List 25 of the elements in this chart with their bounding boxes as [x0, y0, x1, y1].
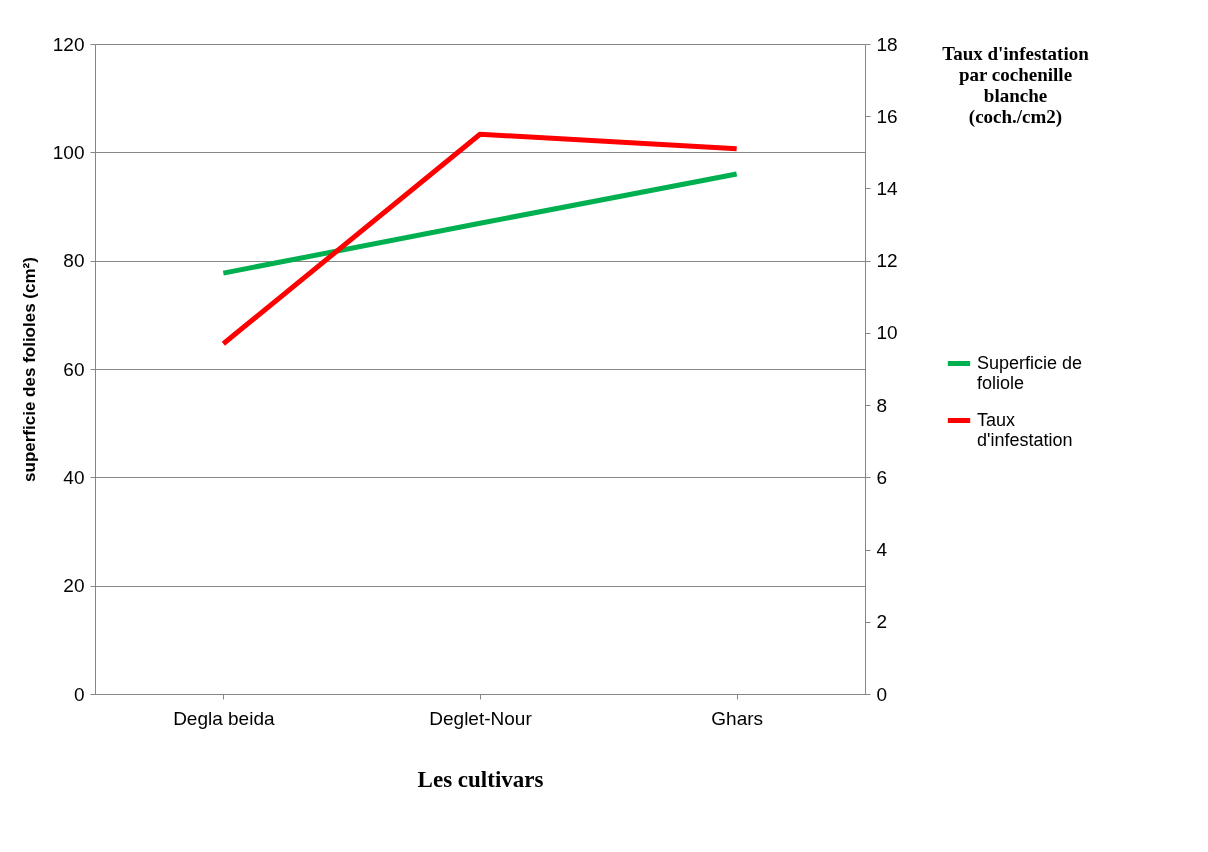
- y-tick-label: 100: [52, 141, 85, 163]
- y2-tick-label: 12: [876, 250, 898, 272]
- y2-tick-label: 2: [876, 611, 888, 633]
- y-tick-label: 0: [73, 683, 85, 705]
- y2-tick-label: 0: [876, 683, 888, 705]
- y2-tick-label: 4: [876, 539, 888, 561]
- y-tick-label: 60: [63, 358, 85, 380]
- legend-label: Superficie de foliole: [977, 352, 1083, 393]
- y-axis-title: superficie des folioles (cm²): [19, 257, 39, 482]
- y2-tick-label: 14: [876, 177, 899, 199]
- x-axis-title: Les cultivars: [417, 766, 544, 792]
- y2-tick-label: 6: [876, 466, 888, 488]
- y2-tick-label: 18: [876, 33, 898, 55]
- y2-tick-label: 16: [876, 105, 898, 127]
- y-tick-label: 20: [63, 575, 85, 597]
- y-tick-label: 80: [63, 250, 85, 272]
- y2-tick-label: 8: [876, 394, 888, 416]
- y2-axis-title: Taux d'infestation par cochenille blanche (coch./cm2): [942, 42, 1090, 128]
- y-tick-label: 40: [63, 466, 85, 488]
- x-tick-label: Deglet-Nour: [429, 707, 533, 729]
- x-tick-label: Ghars: [711, 707, 764, 729]
- legend-label: Taux d'infestation: [977, 409, 1073, 450]
- y-tick-label: 120: [52, 33, 85, 55]
- y2-tick-label: 10: [876, 322, 898, 344]
- x-tick-label: Degla beida: [173, 707, 275, 729]
